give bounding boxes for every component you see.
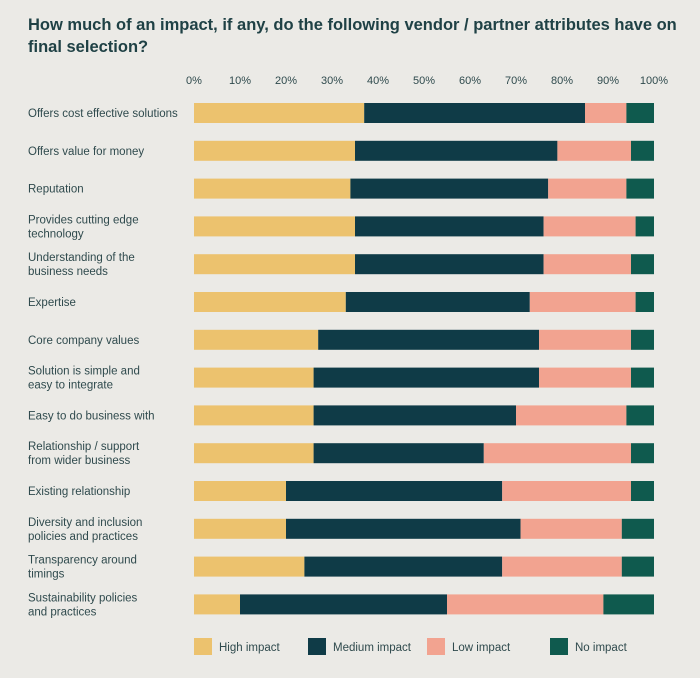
category-label: Offers value for money	[28, 146, 144, 158]
bar-low-impact	[557, 140, 631, 161]
category-label: Reputation	[28, 184, 84, 196]
bar-low-impact	[520, 518, 622, 539]
bar-no-impact	[631, 329, 654, 350]
bar-medium-impact	[313, 367, 539, 388]
bar-no-impact	[626, 103, 654, 123]
bar-no-impact	[631, 367, 654, 388]
bar-medium-impact	[345, 292, 530, 312]
bar-low-impact	[502, 556, 622, 577]
category-label: Sustainability policies and practices	[28, 592, 138, 618]
bar-no-impact	[631, 443, 654, 464]
bar-medium-impact	[240, 594, 447, 615]
bar-medium-impact	[355, 216, 544, 237]
bar-medium-impact	[313, 405, 516, 426]
bar-no-impact	[626, 178, 654, 199]
legend: High impact Medium impact Low impact No imp…	[194, 638, 628, 655]
bar-medium-impact	[286, 481, 503, 501]
bar-high-impact	[194, 329, 319, 350]
bar-low-impact	[539, 367, 631, 388]
x-tick-label: 20%	[275, 75, 297, 87]
x-tick-label: 70%	[505, 75, 527, 87]
bar-high-impact	[194, 518, 286, 539]
bar-high-impact	[194, 556, 305, 577]
bar-medium-impact	[355, 140, 558, 161]
bar-low-impact	[543, 254, 631, 275]
bar-low-impact	[529, 292, 636, 312]
category-label: Relationship / support from wider busines…	[28, 441, 140, 467]
category-label: Provides cutting edge technology	[28, 214, 139, 240]
legend-label: High impact	[219, 642, 281, 654]
bar-high-impact	[194, 178, 351, 199]
bar-high-impact	[194, 216, 355, 237]
bar-low-impact	[483, 443, 631, 464]
bar-medium-impact	[286, 518, 521, 539]
category-label: Core company values	[28, 335, 139, 347]
x-tick-label: 10%	[229, 75, 251, 87]
bar-low-impact	[447, 594, 604, 615]
category-label: Solution is simple and easy to integrate	[28, 366, 140, 392]
bar-no-impact	[631, 481, 654, 501]
bar-high-impact	[194, 254, 355, 275]
category-label: Diversity and inclusion policies and prac…	[28, 517, 142, 543]
legend-swatch	[194, 638, 212, 655]
bar-high-impact	[194, 594, 240, 615]
chart-title: How much of an impact, if any, do the fo…	[28, 16, 677, 56]
bar-low-impact	[539, 329, 631, 350]
bar-high-impact	[194, 140, 355, 161]
legend-swatch	[427, 638, 445, 655]
x-tick-label: 30%	[321, 75, 343, 87]
bar-low-impact	[502, 481, 631, 501]
category-labels: Offers cost effective solutions Offers va…	[28, 108, 178, 618]
bar-medium-impact	[318, 329, 539, 350]
bar-medium-impact	[313, 443, 484, 464]
bar-no-impact	[603, 594, 654, 615]
category-label: Easy to do business with	[28, 410, 155, 422]
x-axis-ticks: 0% 10% 20% 30% 40% 50% 60% 70% 80% 90% 100%	[186, 75, 668, 87]
bar-low-impact	[585, 103, 627, 123]
bar-medium-impact	[364, 103, 585, 123]
category-label: Understanding of the business needs	[28, 252, 135, 278]
bar-high-impact	[194, 367, 314, 388]
x-tick-label: 50%	[413, 75, 435, 87]
bar-no-impact	[635, 216, 654, 237]
bar-medium-impact	[350, 178, 549, 199]
bar-medium-impact	[355, 254, 544, 275]
x-tick-label: 40%	[367, 75, 389, 87]
bar-no-impact	[621, 518, 654, 539]
legend-label: No impact	[575, 642, 628, 654]
legend-swatch	[550, 638, 568, 655]
bar-medium-impact	[304, 556, 503, 577]
bar-low-impact	[548, 178, 627, 199]
bar-low-impact	[543, 216, 636, 237]
bars	[194, 103, 654, 615]
bar-high-impact	[194, 292, 346, 312]
x-tick-label: 100%	[640, 75, 668, 87]
category-label: Existing relationship	[28, 486, 130, 498]
bar-high-impact	[194, 443, 314, 464]
bar-no-impact	[635, 292, 654, 312]
bar-high-impact	[194, 103, 365, 123]
bar-no-impact	[631, 254, 654, 275]
legend-swatch	[308, 638, 326, 655]
x-tick-label: 60%	[459, 75, 481, 87]
bar-low-impact	[516, 405, 627, 426]
bar-no-impact	[621, 556, 654, 577]
bar-high-impact	[194, 481, 286, 501]
x-tick-label: 0%	[186, 75, 202, 87]
bar-no-impact	[626, 405, 654, 426]
category-label: Expertise	[28, 297, 76, 309]
x-tick-label: 90%	[597, 75, 619, 87]
legend-label: Low impact	[452, 642, 511, 654]
bar-no-impact	[631, 140, 654, 161]
legend-label: Medium impact	[333, 642, 412, 654]
category-label: Transparency around timings	[28, 555, 137, 581]
x-tick-label: 80%	[551, 75, 573, 87]
bar-high-impact	[194, 405, 314, 426]
category-label: Offers cost effective solutions	[28, 108, 178, 120]
